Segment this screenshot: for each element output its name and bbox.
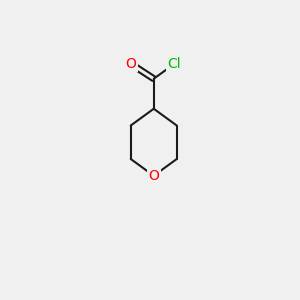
- Text: Cl: Cl: [168, 57, 182, 71]
- Text: O: O: [125, 57, 136, 71]
- Text: O: O: [148, 169, 159, 183]
